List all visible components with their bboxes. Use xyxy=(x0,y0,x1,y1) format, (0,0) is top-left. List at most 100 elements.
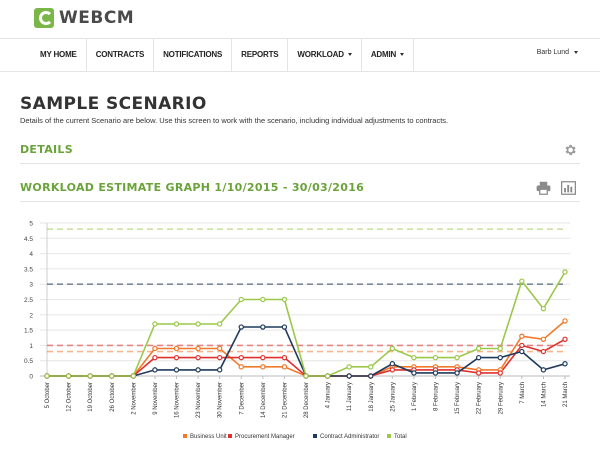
nav-item-label: CONTRACTS xyxy=(95,50,145,59)
data-point xyxy=(152,354,158,361)
data-point xyxy=(87,373,93,379)
data-point xyxy=(497,370,503,376)
data-point xyxy=(389,367,396,373)
y-tick-label: 0 xyxy=(29,374,33,381)
data-point xyxy=(411,370,417,376)
data-point xyxy=(540,336,547,342)
data-point xyxy=(346,364,352,370)
data-point xyxy=(216,367,223,373)
x-tick-label: 9 November xyxy=(153,382,159,415)
x-tick-label: 30 November xyxy=(218,382,224,418)
x-tick-label: 22 February xyxy=(477,382,483,414)
x-tick-label: 4 January xyxy=(326,382,332,408)
data-point xyxy=(260,354,266,361)
legend-label: Contract Administrator xyxy=(320,434,379,440)
x-tick-label: 1 February xyxy=(412,382,418,411)
x-tick-label: 7 December xyxy=(239,382,245,415)
page-description: Details of the current Scenario are belo… xyxy=(20,116,449,125)
data-point xyxy=(497,345,503,352)
printer-icon[interactable] xyxy=(536,181,551,195)
logo-text: WEBCM xyxy=(59,8,135,28)
nav-item-notifications[interactable]: NOTIFICATIONS xyxy=(154,39,233,71)
data-point xyxy=(238,296,244,303)
data-point xyxy=(260,324,266,330)
y-tick-label: 3 xyxy=(29,282,33,289)
legend-label: Procurement Manager xyxy=(235,434,295,440)
x-tick-label: 21 March xyxy=(563,382,569,407)
data-point xyxy=(454,354,460,361)
x-tick-label: 29 February xyxy=(498,382,504,414)
data-point xyxy=(346,373,352,379)
legend-label: Total xyxy=(394,434,407,440)
data-point xyxy=(238,354,244,361)
x-tick-label: 15 February xyxy=(455,382,461,414)
chevron-down-icon xyxy=(574,50,578,54)
data-point xyxy=(281,296,288,303)
data-point xyxy=(238,324,244,330)
nav-item-contracts[interactable]: CONTRACTS xyxy=(87,39,155,71)
x-tick-label: 7 March xyxy=(520,382,526,404)
data-point xyxy=(195,321,201,327)
nav-item-label: ADMIN xyxy=(370,50,397,59)
data-point xyxy=(109,373,115,379)
data-point xyxy=(454,370,460,376)
data-point xyxy=(540,305,547,312)
data-point xyxy=(497,354,503,361)
main-navigation: MY HOME CONTRACTS NOTIFICATIONS REPORTS WORK… xyxy=(0,38,600,72)
x-tick-label: 21 December xyxy=(282,382,288,418)
app-logo[interactable]: WEBCM xyxy=(34,7,134,29)
data-point xyxy=(260,296,266,303)
y-tick-label: 0.5 xyxy=(24,358,33,365)
data-point xyxy=(281,324,288,330)
data-point xyxy=(216,321,223,327)
data-point xyxy=(260,364,266,370)
nav-item-workload[interactable]: WORKLOAD xyxy=(288,39,362,71)
x-tick-label: 14 March xyxy=(541,382,547,407)
y-tick-label: 4.5 xyxy=(24,236,33,243)
data-point xyxy=(216,354,223,361)
user-menu[interactable]: Barb Lund xyxy=(537,49,578,56)
data-point xyxy=(389,361,396,367)
data-point xyxy=(540,367,547,373)
data-point xyxy=(562,336,568,342)
data-point xyxy=(152,367,158,373)
x-tick-label: 11 January xyxy=(347,382,353,411)
data-point xyxy=(475,345,482,352)
chevron-down-icon xyxy=(347,53,352,57)
details-section-header[interactable]: DETAILS xyxy=(20,143,73,156)
data-point xyxy=(216,345,223,352)
legend-swatch xyxy=(387,434,391,438)
bar-chart-icon[interactable] xyxy=(561,181,576,195)
data-point xyxy=(281,364,288,370)
nav-item-my-home[interactable]: MY HOME xyxy=(31,39,87,71)
data-point xyxy=(519,278,525,284)
section-divider xyxy=(20,163,580,164)
data-point xyxy=(195,345,201,352)
x-tick-label: 28 December xyxy=(304,382,310,418)
legend-swatch xyxy=(313,434,317,438)
data-point xyxy=(281,354,288,361)
x-tick-label: 25 January xyxy=(390,382,396,412)
gear-icon[interactable] xyxy=(563,143,577,157)
data-point xyxy=(519,342,525,349)
data-point xyxy=(303,373,309,379)
nav-item-admin[interactable]: ADMIN xyxy=(362,39,415,71)
nav-item-reports[interactable]: REPORTS xyxy=(232,39,289,71)
workload-chart: 0 0.5 1 1.5 2 2.5 3 3.5 4 4.5 5 5 October 12 October… xyxy=(24,221,570,440)
data-point xyxy=(195,367,201,373)
data-point xyxy=(173,367,180,373)
y-tick-label: 1.5 xyxy=(24,328,33,335)
y-tick-label: 2 xyxy=(29,312,33,319)
y-tick-label: 1 xyxy=(29,343,33,350)
section-divider xyxy=(20,201,580,202)
x-tick-label: 16 November xyxy=(175,382,181,418)
data-point xyxy=(368,364,374,370)
x-tick-label: 5 October xyxy=(45,382,51,408)
nav-items: MY HOME CONTRACTS NOTIFICATIONS REPORTS WORK… xyxy=(31,39,415,71)
x-tick-label: 12 October xyxy=(67,382,73,412)
y-tick-label: 2.5 xyxy=(24,297,33,304)
x-tick-label: 14 December xyxy=(261,382,267,418)
y-tick-label: 4 xyxy=(29,251,33,258)
data-point xyxy=(562,269,568,275)
data-point xyxy=(519,348,525,355)
